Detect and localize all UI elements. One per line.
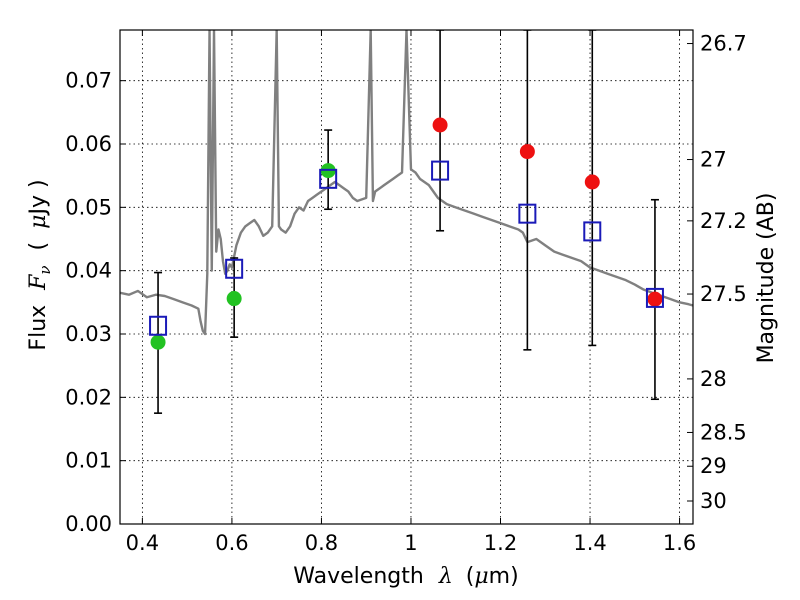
plot-background [120,30,693,524]
data-point [519,144,535,160]
data-point [584,174,600,190]
y-axis-ticks: 0.00 0.01 0.02 0.03 0.04 0.05 0.06 0.07 [65,69,126,536]
y-tick-label: 0.03 [65,322,112,346]
y-tick-label: 0.02 [65,385,112,409]
x-axis-label-unit-open: ( [466,564,475,589]
y-axis-label-symbol: F [26,274,51,291]
x-tick-label: 0.8 [305,531,338,555]
magnitude-tick-label: 30 [700,489,727,513]
x-tick-label: 1.6 [663,531,696,555]
x-axis-label-prefix: Wavelength [293,564,424,589]
y-axis-label-prefix: Flux [26,305,51,351]
data-markers [149,117,664,350]
y-axis-label-unit-open: ( [26,242,51,251]
y-axis-label-unit-rest: Jy ) [26,179,51,216]
y-tick-label: 0.01 [65,449,112,473]
model-point [431,160,450,181]
y-tick-label: 0.00 [65,512,112,536]
data-point [647,291,663,307]
y-tick-label: 0.04 [65,259,112,283]
data-point [226,291,242,307]
plot-frame [119,29,694,525]
magnitude-tick-label: 28.5 [700,420,747,444]
model-point [225,258,244,279]
magnitude-tick-label: 27.2 [700,209,747,233]
magnitude-axis-ticks: 26.7 27 27.2 27.5 28 28.5 29 30 [687,32,747,513]
magnitude-axis-label: Magnitude (AB) [754,193,779,364]
y-axis-label-subscript: ν [36,265,54,274]
x-tick-label: 0.4 [126,531,159,555]
magnitude-tick-label: 28 [700,367,727,391]
x-axis-label-symbol: λ [438,564,453,589]
magnitude-tick-label: 27.5 [700,282,747,306]
magnitude-tick-label: 27 [700,148,727,172]
y-axis-label: Flux Fν ( μJy ) [26,179,56,350]
model-point [518,203,537,224]
data-point [150,334,166,350]
model-point [645,287,664,308]
plot-area [120,30,693,414]
x-tick-label: 1.2 [484,531,517,555]
y-tick-label: 0.05 [65,195,112,219]
y-tick-label: 0.06 [65,132,112,156]
magnitude-tick-label: 26.7 [700,32,747,56]
x-axis-label: Wavelength λ (μm) [293,564,518,589]
x-tick-label: 0.6 [215,531,248,555]
x-axis-label-unit-mu: μ [474,564,488,589]
magnitude-tick-label: 29 [700,454,727,478]
y-tick-label: 0.07 [65,69,112,93]
model-point [149,315,168,336]
x-axis-label-unit-rest: m) [489,564,519,589]
model-point [583,221,602,242]
y-axis-label-unit-mu: μ [26,215,51,229]
model-point [319,168,338,189]
x-tick-label: 1.4 [573,531,606,555]
x-tick-label: 1 [404,531,417,555]
x-axis-ticks: 0.4 0.6 0.8 1 1.2 1.4 1.6 [126,30,696,555]
data-point [432,117,448,133]
template-spectrum-line [120,30,693,336]
